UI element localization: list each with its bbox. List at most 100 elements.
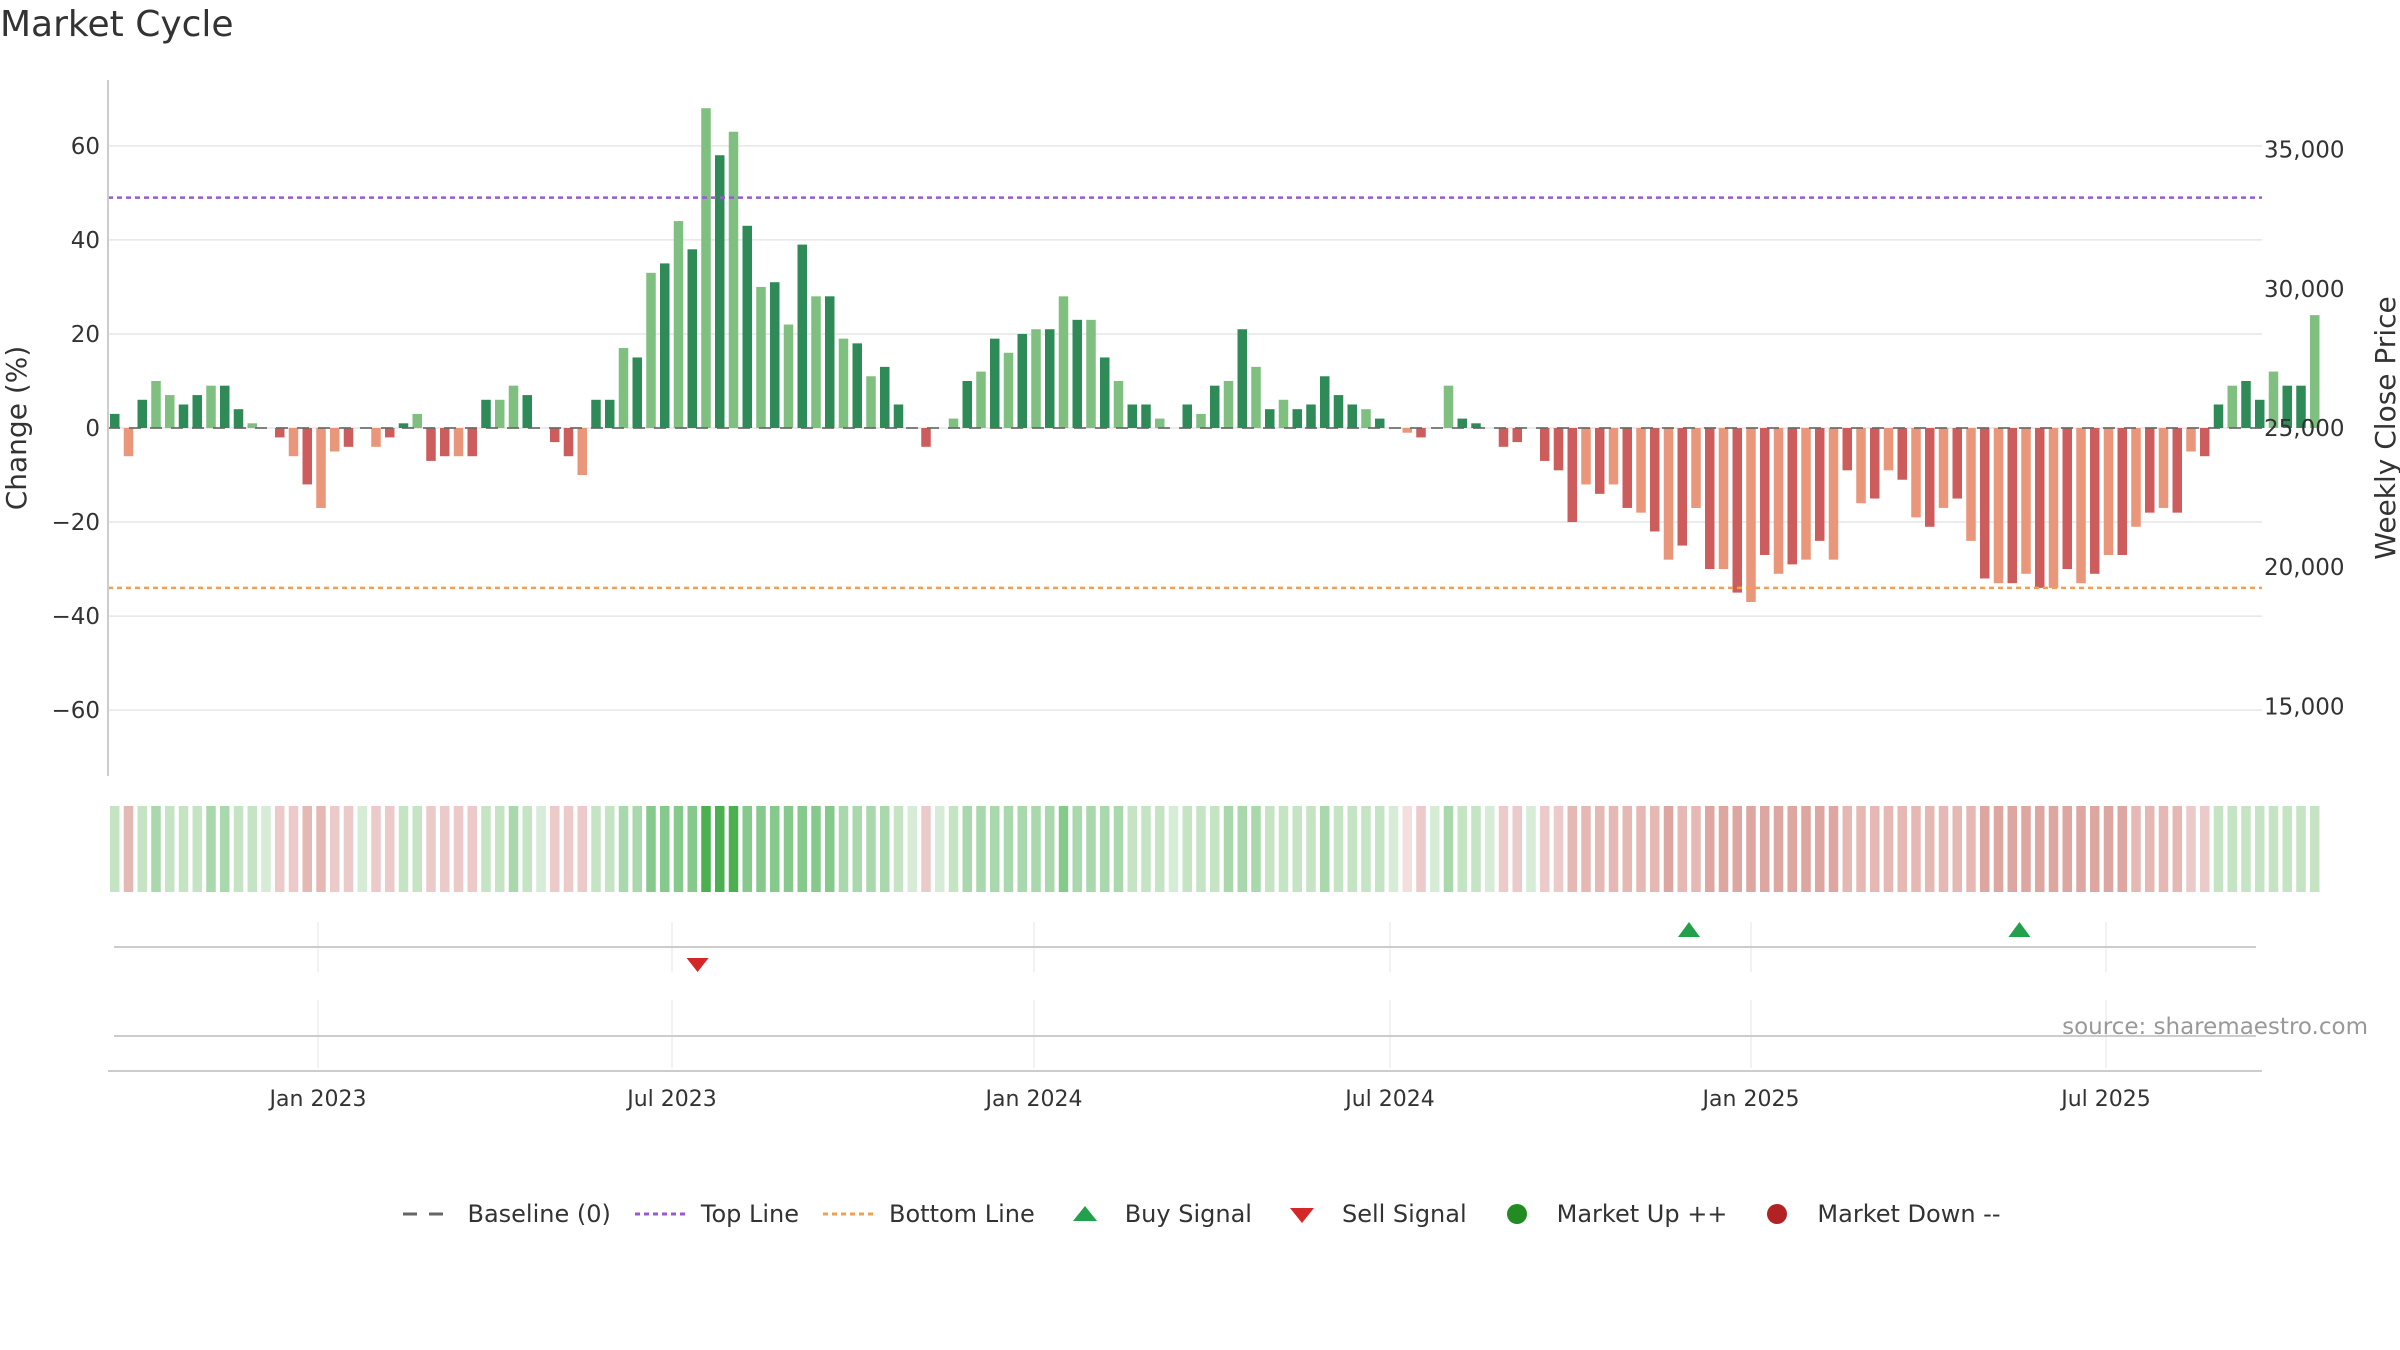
heat-cell — [577, 806, 587, 892]
heat-cell — [618, 806, 629, 892]
heat-cell — [522, 806, 532, 892]
heat-cell — [1842, 806, 1852, 892]
bar — [1581, 428, 1591, 485]
bar — [893, 404, 904, 428]
bar — [1897, 428, 1907, 480]
heat-cell — [935, 806, 945, 892]
buy-signal-marker — [2008, 922, 2031, 937]
bar — [110, 413, 120, 428]
bar — [550, 428, 560, 443]
heat-cell — [412, 806, 422, 892]
bar — [605, 399, 615, 428]
bar — [522, 395, 532, 428]
heat-cell — [1182, 806, 1192, 892]
bar — [2241, 380, 2251, 428]
heat-cell — [1773, 806, 1784, 892]
bar — [825, 296, 835, 428]
heat-cell — [1993, 806, 2004, 892]
bar — [1265, 409, 1275, 428]
heat-cell — [1058, 806, 1069, 892]
bar — [2186, 428, 2196, 452]
triangle-down-icon — [1274, 1204, 1330, 1224]
bar — [1127, 404, 1137, 428]
heat-cell — [728, 806, 739, 892]
bar — [398, 423, 409, 428]
bar — [137, 399, 147, 428]
legend-item-buy-signal[interactable]: Buy Signal — [1057, 1200, 1252, 1228]
bar — [1306, 404, 1316, 428]
heat-cell — [1663, 806, 1674, 892]
bar — [701, 108, 711, 428]
heat-cell — [1925, 806, 1935, 892]
bar — [343, 428, 354, 447]
heat-cell — [907, 806, 917, 892]
bar — [1086, 319, 1096, 428]
heat-cell — [1320, 806, 1330, 892]
heat-cell — [1815, 806, 1825, 892]
bar — [508, 385, 519, 428]
bar — [453, 428, 464, 457]
heat-cell — [962, 806, 972, 892]
bar — [1773, 428, 1784, 574]
heat-cell — [921, 806, 931, 892]
heat-cell — [123, 806, 134, 892]
heat-cell — [453, 806, 464, 892]
heat-cell — [1086, 806, 1096, 892]
buy-signal-marker — [1677, 922, 1700, 937]
bar — [178, 404, 189, 428]
legend-item-market-down[interactable]: Market Down -- — [1749, 1200, 2001, 1228]
bar — [1705, 428, 1715, 570]
heat-cell — [1718, 806, 1729, 892]
heat-cell — [2117, 806, 2127, 892]
bar — [2090, 428, 2100, 574]
heat-cell — [1581, 806, 1591, 892]
heat-cell — [1622, 806, 1632, 892]
top-line-icon — [633, 1204, 689, 1224]
bar — [1443, 385, 1454, 428]
bar — [2117, 428, 2127, 555]
legend-item-bottom-line[interactable]: Bottom Line — [821, 1200, 1035, 1228]
heat-cell — [233, 806, 244, 892]
bar — [1003, 352, 1014, 428]
x-tick-label: Jul 2024 — [1343, 1087, 1435, 1112]
legend-item-market-up[interactable]: Market Up ++ — [1489, 1200, 1727, 1228]
heat-cell — [2296, 806, 2306, 892]
legend-item-sell-signal[interactable]: Sell Signal — [1274, 1200, 1467, 1228]
heat-cell — [1801, 806, 1811, 892]
heat-cell — [2048, 806, 2059, 892]
heat-cell — [1595, 806, 1605, 892]
bar — [371, 428, 381, 447]
bar — [1925, 428, 1935, 527]
y-tick-label: 40 — [71, 228, 100, 254]
heat-cell — [591, 806, 601, 892]
heat-cell — [1457, 806, 1467, 892]
heat-cell — [2035, 806, 2045, 892]
legend-item-baseline[interactable]: Baseline (0) — [399, 1200, 611, 1228]
heat-cell — [1045, 806, 1055, 892]
heat-cell — [481, 806, 491, 892]
bar — [756, 286, 766, 428]
heat-cell — [302, 806, 312, 892]
heat-cell — [1911, 806, 1921, 892]
bar — [2227, 385, 2237, 428]
bar — [1677, 428, 1687, 546]
legend-label: Top Line — [700, 1200, 800, 1228]
legend-item-top-line[interactable]: Top Line — [633, 1200, 799, 1228]
bar — [1113, 380, 1124, 428]
bar — [1333, 395, 1344, 428]
heat-cell — [2062, 806, 2072, 892]
bar — [976, 371, 986, 428]
heat-cell — [495, 806, 505, 892]
bar — [742, 225, 752, 428]
bar — [1292, 409, 1302, 428]
heat-cell — [151, 806, 161, 892]
bar — [412, 413, 422, 428]
bar — [962, 380, 972, 428]
heat-cell — [1003, 806, 1014, 892]
heat-cell — [742, 806, 752, 892]
heat-cell — [1567, 806, 1577, 892]
bar — [165, 395, 175, 428]
bar — [591, 399, 601, 428]
heat-cell — [646, 806, 656, 892]
